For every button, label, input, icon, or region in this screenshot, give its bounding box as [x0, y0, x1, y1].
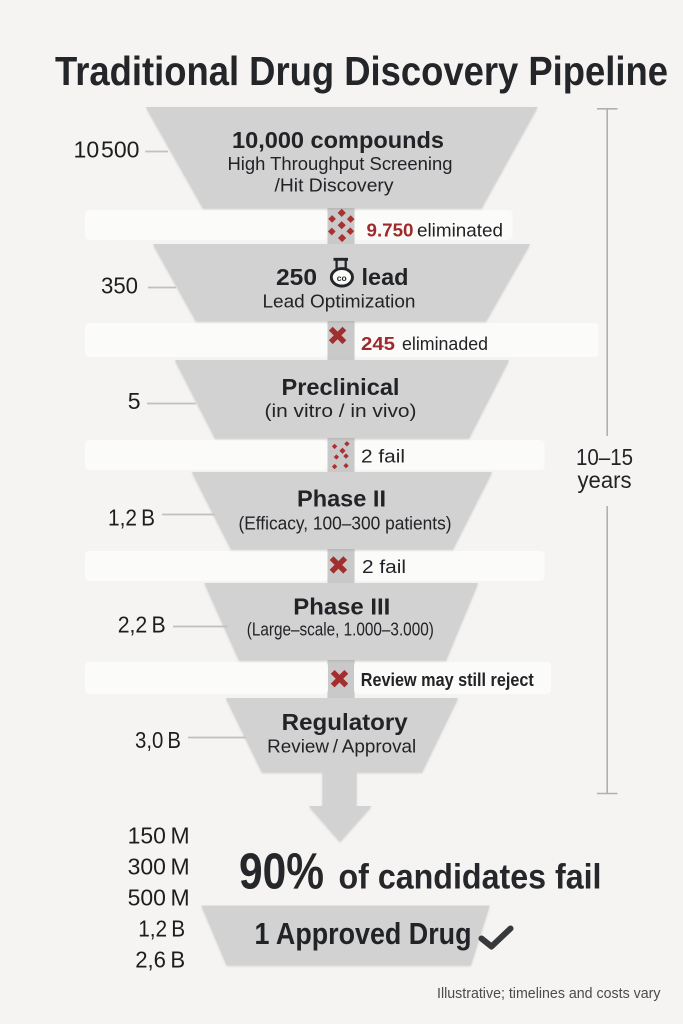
svg-text:150 M: 150 M: [128, 823, 190, 849]
svg-text:250: 250: [276, 264, 317, 290]
svg-text:of candidates fail: of candidates fail: [339, 858, 602, 897]
svg-text:10–15: 10–15: [576, 444, 633, 470]
svg-text:Illustrative; timelines and co: Illustrative; timelines and costs vary: [437, 986, 661, 1002]
svg-text:300 M: 300 M: [128, 854, 190, 880]
svg-text:Regulatory: Regulatory: [282, 709, 408, 735]
svg-text:eliminated: eliminated: [417, 220, 503, 241]
svg-text:co: co: [337, 273, 347, 283]
svg-text:10,000 compounds: 10,000 compounds: [232, 127, 444, 153]
svg-text:90%: 90%: [239, 843, 324, 900]
svg-text:10 500: 10 500: [74, 137, 140, 163]
svg-text:1,2 B: 1,2 B: [138, 916, 185, 942]
svg-text:lead: lead: [362, 264, 409, 290]
svg-text:1 Approved Drug: 1 Approved Drug: [255, 916, 472, 951]
svg-text:350: 350: [101, 273, 138, 299]
svg-text:years: years: [578, 467, 632, 493]
svg-text:500 M: 500 M: [128, 885, 190, 911]
svg-text:Review may still reject: Review may still reject: [361, 670, 534, 690]
svg-text:Phase II: Phase II: [297, 486, 386, 512]
svg-text:1,2 B: 1,2 B: [108, 505, 155, 531]
svg-text:3,0 B: 3,0 B: [135, 727, 181, 753]
svg-text:(Efficacy, 100–300 patients): (Efficacy, 100–300 patients): [239, 514, 452, 534]
svg-text:245: 245: [361, 333, 395, 354]
svg-text:2,2 B: 2,2 B: [118, 612, 166, 638]
svg-text:(in vitro / in vivo): (in vitro / in vivo): [265, 401, 417, 421]
svg-text:2,6 B: 2,6 B: [135, 947, 185, 973]
svg-text:Lead Optimization: Lead Optimization: [263, 292, 416, 312]
svg-text:5: 5: [128, 388, 141, 414]
svg-text:2 fail: 2 fail: [361, 446, 405, 467]
svg-text:Preclinical: Preclinical: [282, 374, 400, 400]
svg-text:/Hit Discovery: /Hit Discovery: [275, 176, 394, 196]
svg-text:2 fail: 2 fail: [362, 556, 406, 577]
svg-text:Review / Approval: Review / Approval: [267, 737, 416, 757]
svg-text:High Throughput Screening: High Throughput Screening: [228, 154, 453, 174]
svg-text:eliminaded: eliminaded: [402, 333, 488, 354]
svg-text:Phase III: Phase III: [293, 594, 390, 620]
svg-text:(Large–scale, 1.000–3.000): (Large–scale, 1.000–3.000): [247, 620, 434, 640]
svg-text:9.750: 9.750: [367, 220, 414, 241]
svg-text:Traditional Drug Discovery Pip: Traditional Drug Discovery Pipeline: [55, 48, 668, 94]
